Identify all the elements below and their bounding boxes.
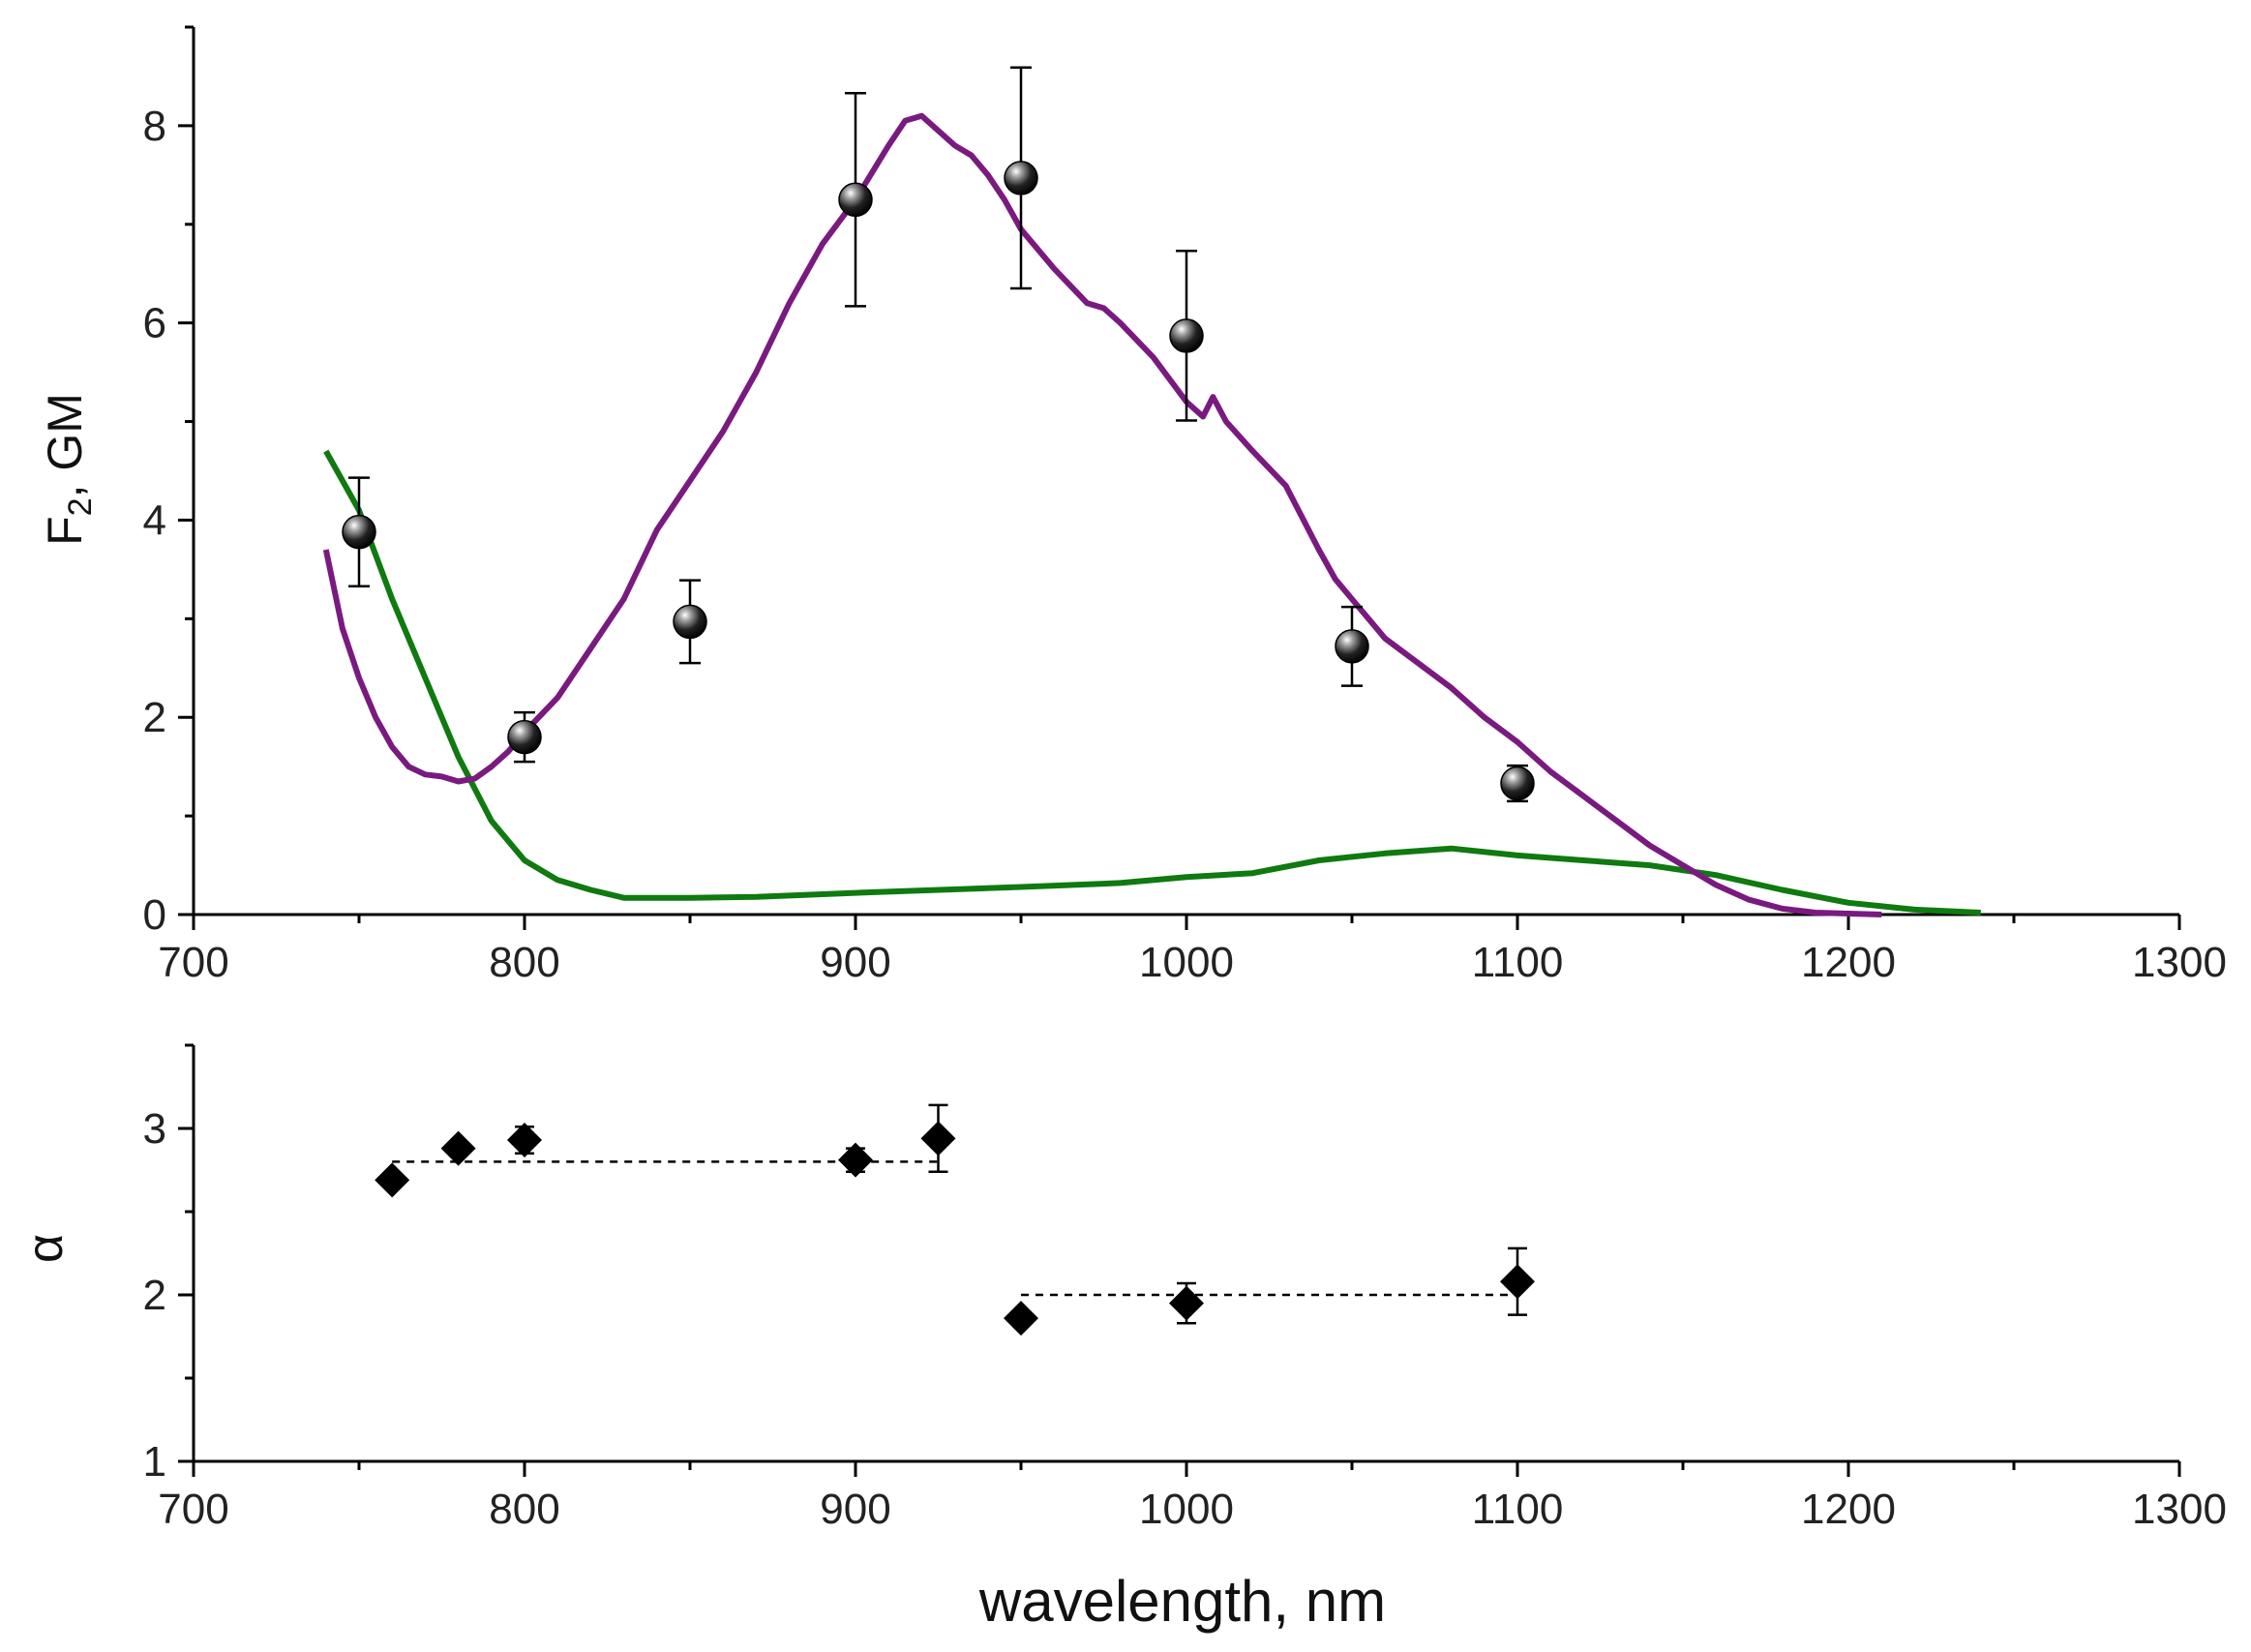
measured-point bbox=[1500, 766, 1535, 801]
top-y-axis-title-main: F bbox=[38, 516, 92, 546]
measured-point bbox=[1004, 161, 1038, 195]
top-x-tick-label: 700 bbox=[158, 939, 228, 986]
bottom-axes bbox=[178, 1043, 2181, 1477]
bottom-x-tick-label: 1000 bbox=[1139, 1486, 1234, 1533]
measured-point bbox=[507, 719, 542, 755]
measured-point bbox=[1169, 318, 1204, 353]
top-y-tick-label: 2 bbox=[143, 694, 166, 741]
bottom-y-tick-label: 3 bbox=[143, 1105, 166, 1153]
top-y-tick-label: 8 bbox=[143, 103, 166, 150]
bottom-x-tick-label: 900 bbox=[820, 1486, 890, 1533]
green-curve-line bbox=[323, 449, 1981, 916]
bottom-panel: 700 800 900 1000 1100 1200 1300 1 2 3 α waveleng… bbox=[17, 1043, 2227, 1634]
bottom-y-tick-label: 2 bbox=[143, 1272, 166, 1319]
top-x-tick-label: 1200 bbox=[1801, 939, 1896, 986]
top-y-tick-label: 4 bbox=[143, 496, 166, 544]
x-axis-title: wavelength, nm bbox=[978, 1569, 1386, 1634]
alpha-point bbox=[920, 1121, 956, 1156]
top-y-axis-title: F2, GM bbox=[38, 393, 99, 546]
measured-point bbox=[838, 182, 873, 218]
top-y-tick-labels: 0 2 4 6 8 bbox=[143, 103, 166, 939]
top-x-tick-label: 1000 bbox=[1139, 939, 1234, 986]
top-x-tick-label: 800 bbox=[489, 939, 559, 986]
bottom-y-tick-label: 1 bbox=[143, 1438, 166, 1486]
alpha-point bbox=[1169, 1285, 1204, 1321]
top-y-axis-title-rest: , GM bbox=[38, 393, 92, 497]
measured-point bbox=[342, 514, 376, 550]
bottom-x-tick-label: 1100 bbox=[1472, 1486, 1564, 1533]
top-x-tick-label: 1300 bbox=[2132, 939, 2227, 986]
bottom-series bbox=[375, 1103, 1535, 1337]
top-series bbox=[322, 66, 1981, 917]
bottom-x-tick-label: 1200 bbox=[1801, 1486, 1896, 1533]
bottom-y-axis-title: α bbox=[17, 1234, 74, 1263]
bottom-x-tick-label: 800 bbox=[489, 1486, 559, 1533]
top-x-tick-labels: 700 800 900 1000 1100 1200 1300 bbox=[158, 939, 2227, 986]
bottom-x-tick-label: 1300 bbox=[2132, 1486, 2227, 1533]
top-x-tick-label: 1100 bbox=[1472, 939, 1564, 986]
alpha-point bbox=[838, 1142, 873, 1178]
top-y-tick-label: 6 bbox=[143, 300, 166, 347]
top-x-tick-label: 900 bbox=[820, 939, 890, 986]
alpha-point bbox=[1004, 1301, 1038, 1337]
alpha-point bbox=[1500, 1264, 1535, 1300]
measured-point bbox=[673, 604, 707, 640]
alpha-point bbox=[507, 1123, 542, 1158]
alpha-point bbox=[375, 1162, 410, 1198]
top-y-axis-title-sub: 2 bbox=[62, 497, 99, 516]
bottom-x-tick-label: 700 bbox=[158, 1486, 228, 1533]
top-y-tick-label: 0 bbox=[143, 891, 166, 939]
alpha-point bbox=[440, 1130, 476, 1166]
bottom-y-tick-labels: 1 2 3 bbox=[143, 1105, 166, 1486]
bottom-x-tick-labels: 700 800 900 1000 1100 1200 1300 bbox=[158, 1486, 2227, 1533]
measured-point bbox=[1335, 629, 1369, 664]
